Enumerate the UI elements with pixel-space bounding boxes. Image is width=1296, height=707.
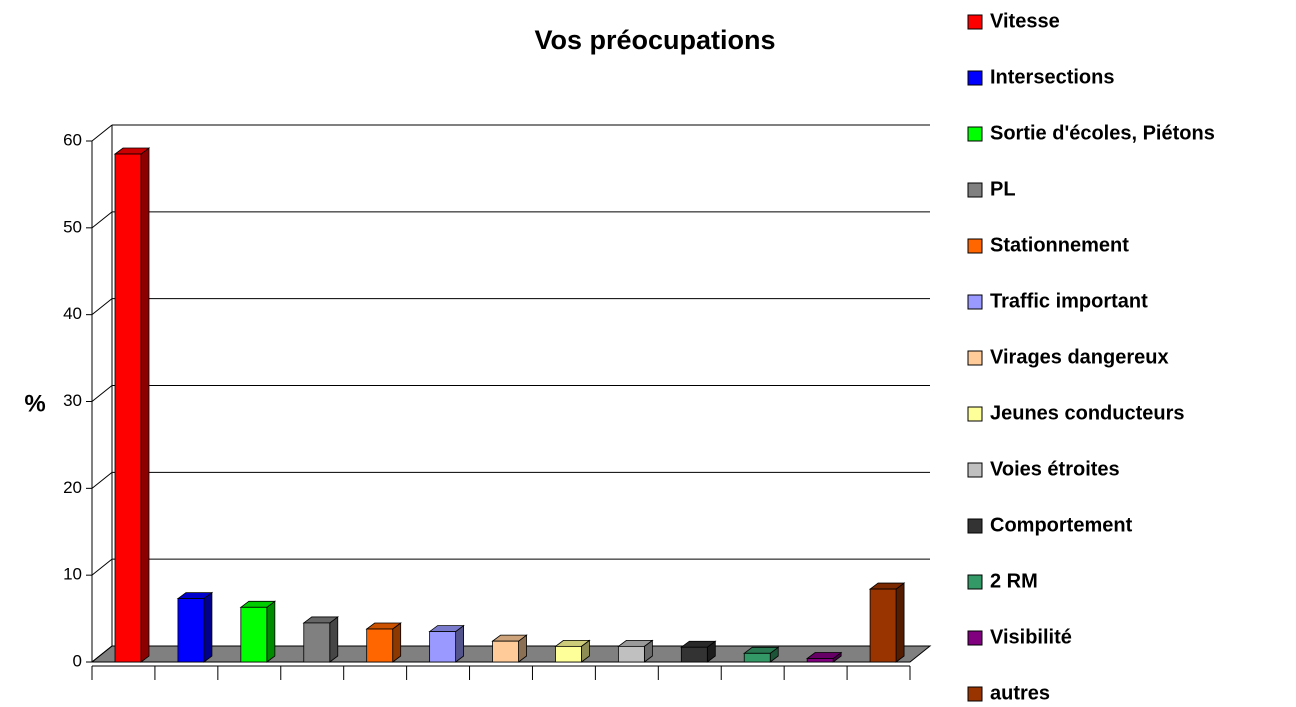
bar: [240, 606, 268, 663]
depth-tick: [91, 298, 113, 316]
depth-tick: [91, 558, 113, 576]
bar: [743, 652, 771, 663]
bar: [555, 645, 582, 663]
y-tick-label: 20: [63, 478, 82, 497]
legend-label: Vitesse: [990, 10, 1060, 32]
legend-label: PL: [990, 178, 1016, 200]
legend-swatch: [967, 518, 983, 534]
chart-title: Vos préocupations: [534, 25, 775, 55]
legend-swatch: [967, 462, 983, 478]
legend-swatch: [967, 406, 983, 422]
y-tick-label: 0: [73, 651, 82, 670]
legend-swatch: [967, 350, 983, 366]
legend-label: Jeunes conducteurs: [990, 402, 1185, 424]
legend-swatch: [967, 126, 983, 142]
bar-side: [266, 600, 276, 663]
bar: [492, 640, 519, 663]
bar: [114, 153, 142, 663]
legend-label: Intersections: [990, 66, 1114, 88]
legend-swatch: [967, 238, 983, 254]
legend-label: Traffic important: [990, 290, 1148, 312]
bar-side: [203, 591, 213, 663]
bar: [429, 631, 457, 663]
legend-label: Visibilité: [990, 626, 1072, 648]
legend-swatch: [967, 182, 983, 198]
bar-side: [329, 616, 339, 663]
legend-label: Virages dangereux: [990, 346, 1169, 368]
bar-side: [140, 147, 150, 663]
legend-swatch: [967, 294, 983, 310]
legend-label: Stationnement: [990, 234, 1129, 256]
depth-tick: [91, 645, 113, 663]
bar: [617, 645, 645, 663]
legend-swatch: [967, 14, 983, 30]
bar: [177, 598, 205, 663]
y-tick-label: 60: [63, 130, 82, 149]
y-tick-label: 30: [63, 391, 82, 410]
legend-swatch: [967, 630, 983, 646]
y-tick-label: 40: [63, 304, 82, 323]
bar: [869, 588, 897, 663]
legend-swatch: [967, 70, 983, 86]
legend-label: 2 RM: [990, 570, 1038, 592]
legend-swatch: [967, 574, 983, 590]
legend-label: autres: [990, 682, 1050, 704]
y-tick-label: 50: [63, 217, 82, 236]
y-tick-label: 10: [63, 565, 82, 584]
depth-tick: [91, 124, 113, 142]
bar: [366, 628, 394, 663]
bar: [303, 622, 331, 663]
bar-side: [392, 622, 402, 663]
bar: [806, 658, 834, 663]
y-axis-label: %: [24, 390, 45, 417]
bar: [680, 646, 708, 663]
depth-tick: [91, 385, 113, 402]
legend-label: Sortie d'écoles, Piétons: [990, 122, 1215, 144]
depth-tick: [91, 471, 113, 489]
legend-label: Voies étroites: [990, 458, 1120, 480]
legend-label: Comportement: [990, 514, 1133, 536]
legend-swatch: [967, 686, 983, 702]
bar-side: [895, 582, 905, 663]
depth-tick: [91, 211, 113, 229]
